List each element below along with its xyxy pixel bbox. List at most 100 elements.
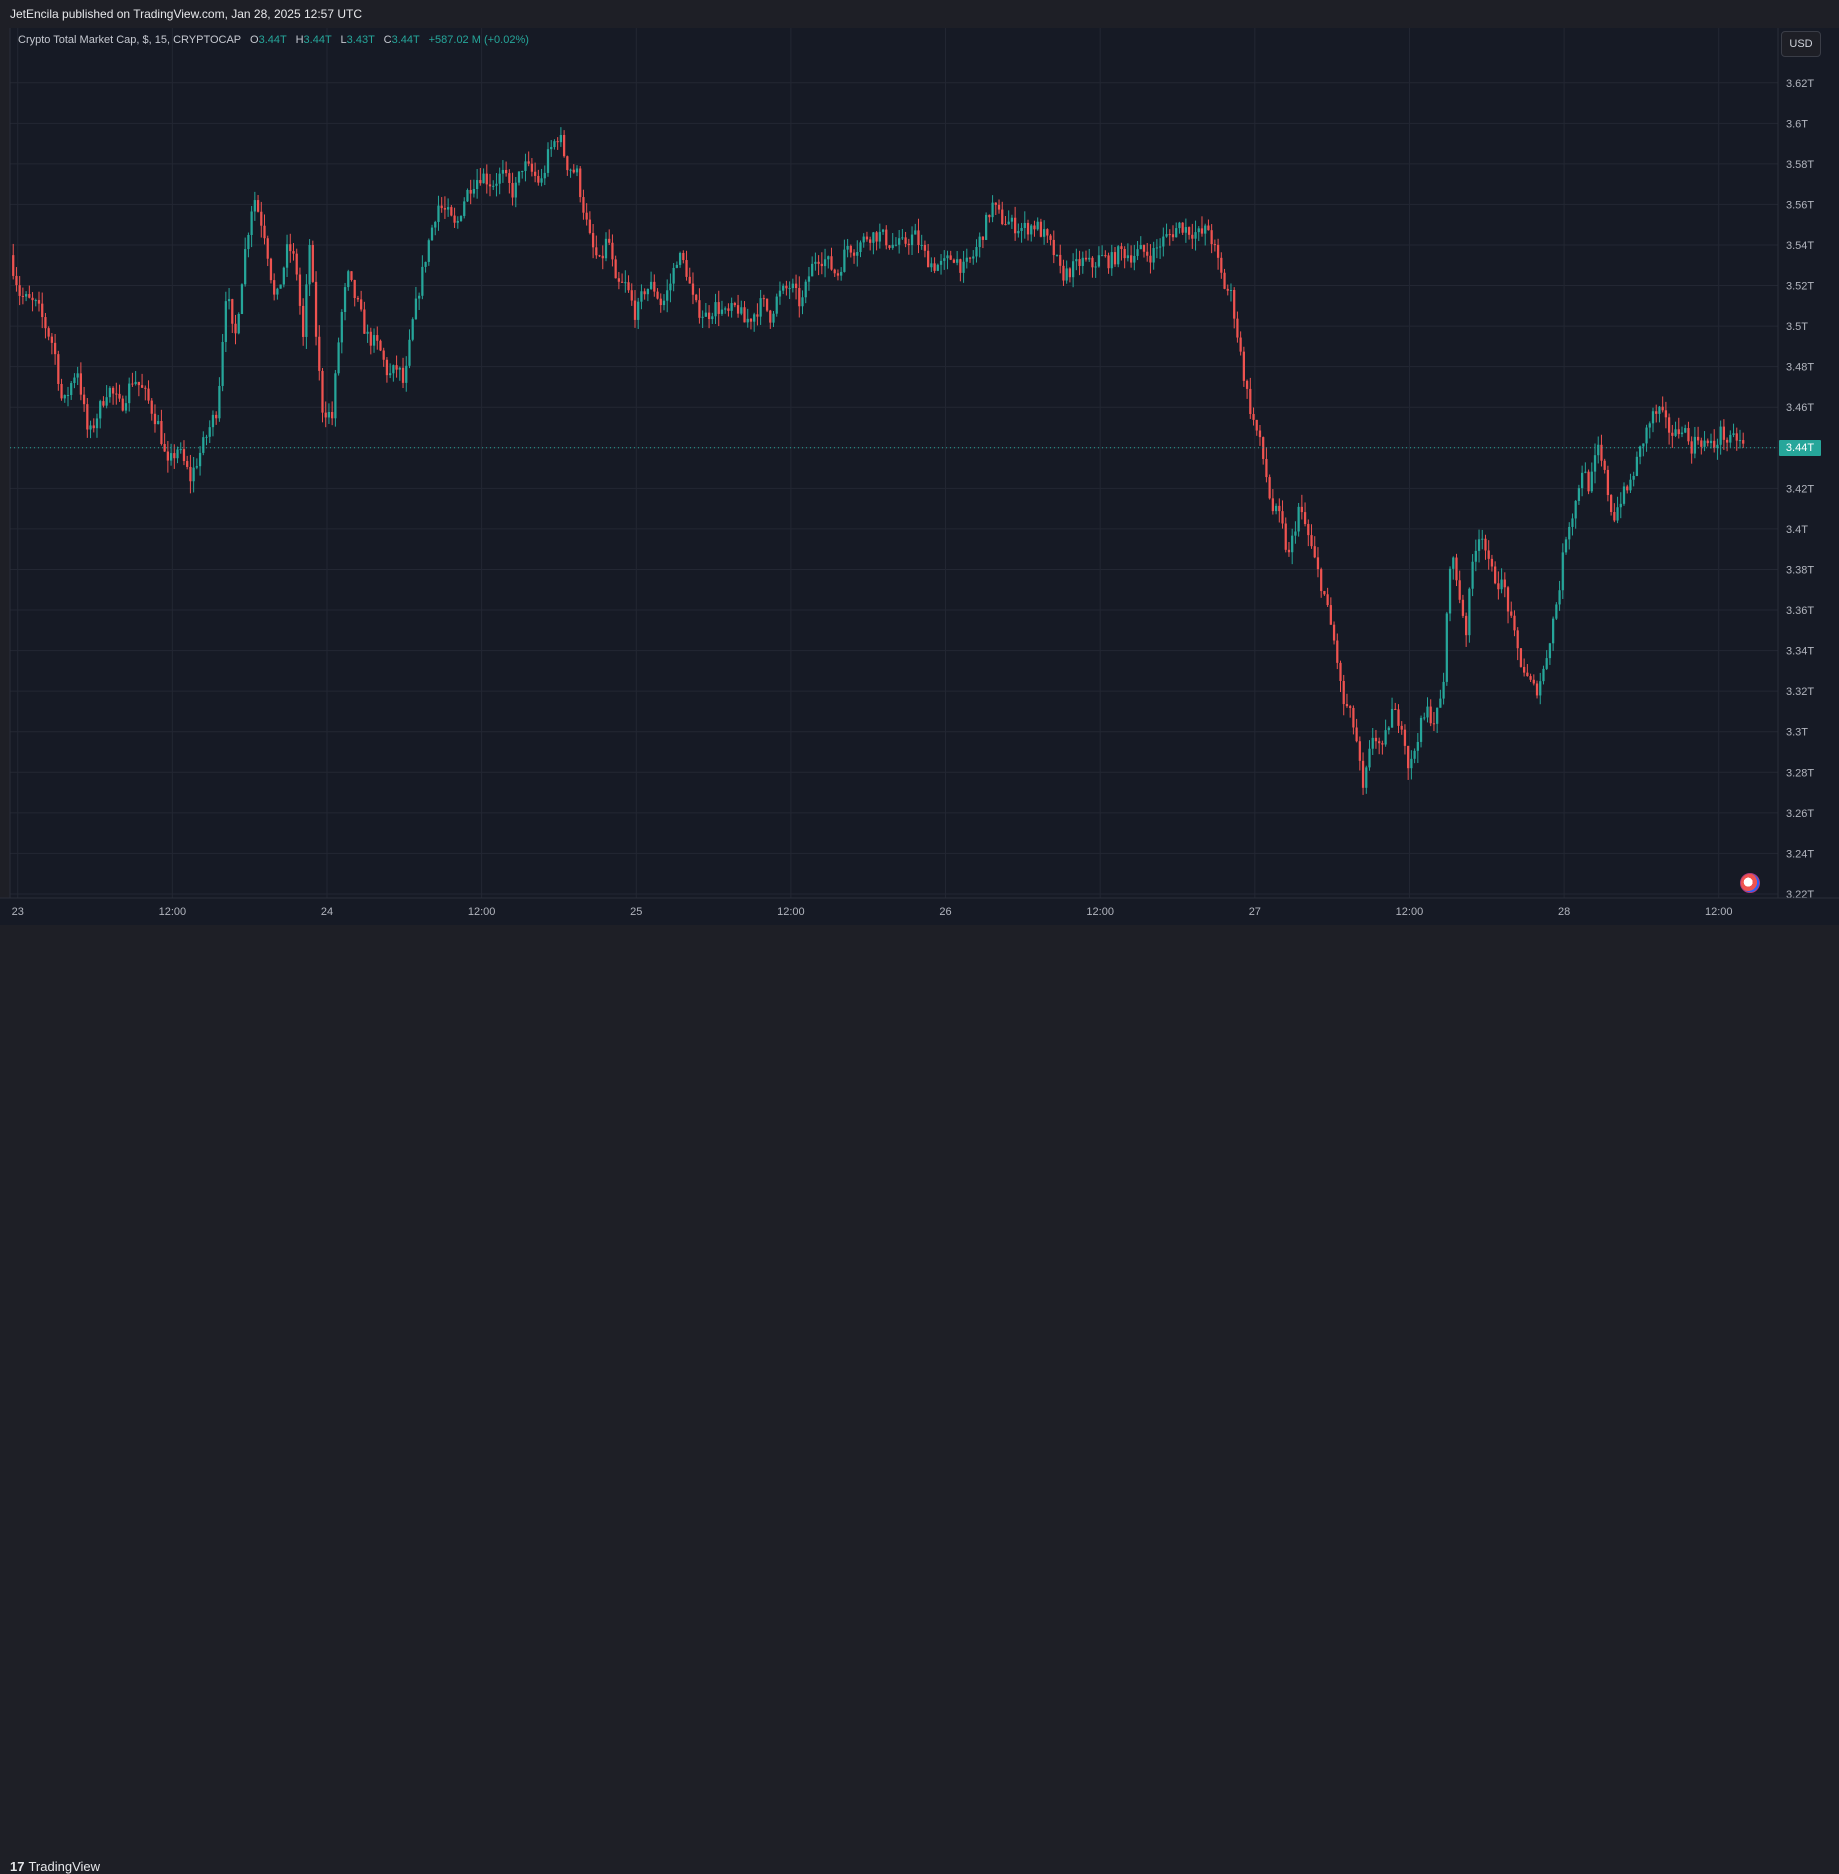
candle-body (1339, 662, 1342, 681)
candle-body (556, 141, 559, 143)
candle-body (878, 231, 881, 242)
candle-body (1552, 618, 1555, 644)
candle-body (943, 258, 946, 261)
candle-body (144, 387, 147, 389)
candle-body (382, 350, 385, 360)
candle-body (1487, 550, 1490, 559)
candle-body (1291, 535, 1294, 553)
x-tick-label: 12:00 (1396, 906, 1424, 918)
candle-body (527, 161, 530, 164)
candle-body (743, 307, 746, 323)
candle-body (965, 257, 968, 262)
candle-body (105, 397, 108, 406)
candle-body (1545, 658, 1548, 669)
candle-body (785, 285, 788, 289)
tradingview-logo[interactable]: 17 TradingView (10, 1859, 100, 1874)
candle-body (379, 340, 382, 351)
candle-body (1593, 455, 1597, 472)
candle-body (1542, 668, 1545, 682)
y-tick-label: 3.48T (1786, 362, 1814, 374)
legend-open-label: O (250, 34, 259, 46)
candle-body (47, 328, 50, 337)
candle-body (997, 204, 1001, 210)
candle-body (363, 309, 366, 334)
candle-body (237, 313, 240, 334)
us-flag-icon[interactable] (1740, 873, 1760, 893)
candle-body (466, 189, 469, 202)
candle-body (521, 170, 524, 172)
candle-body (1026, 222, 1030, 235)
candle-body (698, 300, 701, 318)
candle-body (1719, 426, 1722, 445)
candle-body (649, 281, 653, 289)
candle-body (620, 281, 624, 283)
candle-body (807, 276, 811, 282)
candle-body (250, 211, 253, 236)
candle-body (92, 425, 95, 429)
candle-body (530, 163, 534, 172)
candle-body (1407, 745, 1410, 769)
candle-body (1555, 604, 1558, 619)
candle-body (450, 207, 453, 216)
candle-body (1068, 268, 1072, 278)
candle-body (840, 271, 843, 276)
candle-body (1716, 444, 1719, 449)
candle-body (1110, 252, 1113, 269)
candle-body (1216, 244, 1220, 258)
candlestick-chart[interactable]: 3.62T 3.6T 3.58T 3.56T 3.54T 3.52T 3.5T 3.48T 3.… (0, 27, 1839, 925)
candle-body (1220, 257, 1223, 273)
candle-body (720, 309, 724, 314)
price-axis-background (1778, 28, 1839, 898)
candle-body (137, 381, 140, 386)
candle-body (1278, 505, 1281, 512)
candle-body (392, 365, 395, 374)
candle-body (637, 301, 640, 320)
candle-body (1532, 679, 1535, 684)
candle-body (469, 189, 472, 194)
candle-body (672, 267, 675, 284)
candle-body (1506, 587, 1510, 612)
candle-body (1004, 224, 1007, 226)
candle-body (437, 205, 440, 222)
candle-body (891, 244, 894, 248)
candle-body (24, 294, 28, 297)
candle-body (962, 261, 965, 273)
candle-body (1381, 743, 1384, 745)
candle-body (604, 238, 608, 259)
candle-body (991, 202, 994, 218)
candle-body (21, 295, 25, 297)
candle-body (498, 173, 501, 184)
x-tick-label: 12:00 (159, 906, 187, 918)
candle-body (611, 242, 614, 260)
tradingview-logo-text: TradingView (28, 1859, 101, 1874)
candle-body (1171, 234, 1175, 238)
candle-body (1448, 568, 1452, 614)
candle-body (182, 449, 186, 462)
candle-body (627, 282, 630, 291)
candle-body (57, 354, 60, 384)
y-tick-label: 3.22T (1786, 889, 1814, 901)
candle-body (753, 314, 756, 322)
candle-body (566, 156, 569, 171)
candle-body (1561, 552, 1564, 591)
candle-body (353, 279, 356, 298)
candle-body (614, 259, 617, 279)
candle-body (1526, 672, 1529, 677)
candle-body (408, 339, 411, 366)
candle-body (1052, 239, 1055, 256)
candle-body (762, 298, 765, 300)
candle-body (569, 169, 572, 171)
candle-body (881, 229, 885, 232)
currency-button[interactable]: USD (1781, 31, 1821, 57)
candle-body (1590, 471, 1593, 492)
candle-body (1223, 272, 1226, 289)
y-tick-label: 3.6T (1786, 118, 1808, 130)
candle-body (1123, 249, 1126, 259)
candle-body (160, 420, 163, 444)
candle-body (50, 336, 54, 343)
candle-body (1651, 411, 1655, 424)
candle-body (1455, 557, 1458, 581)
chart-area[interactable]: 3.62T 3.6T 3.58T 3.56T 3.54T 3.52T 3.5T 3.48T 3.… (0, 27, 1839, 925)
candle-body (1094, 266, 1097, 268)
candle-body (1126, 255, 1130, 259)
